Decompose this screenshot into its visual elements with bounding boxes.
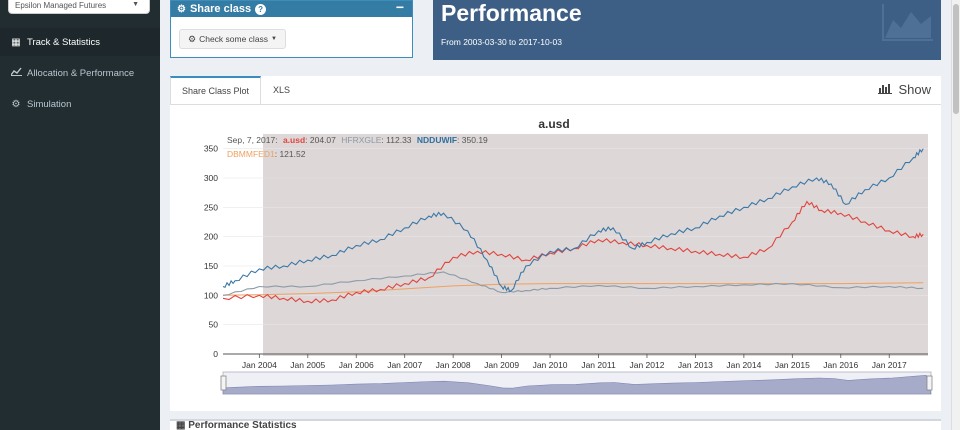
series-line-ndduwif xyxy=(222,148,924,293)
y-tick-label: 100 xyxy=(204,290,218,300)
fund-select[interactable]: Epsilon Managed Futures ▼ xyxy=(8,0,150,14)
caret-down-icon: ▼ xyxy=(271,36,277,42)
selected-range-shading xyxy=(263,134,928,356)
sidebar-item-label: Track & Statistics xyxy=(27,36,101,48)
tooltip-line-2: DBMMFED1: 121.52 xyxy=(227,149,306,159)
x-tick-label: Jan 2011 xyxy=(581,360,616,370)
line-chart-icon xyxy=(9,67,22,79)
share-class-plot-panel: Share Class Plot XLS Show a.usd 0 50 100 15… xyxy=(170,76,941,411)
check-class-label: Check some class xyxy=(199,34,269,44)
performance-header: Performance From 2003-03-30 to 2017-10-0… xyxy=(433,0,941,60)
sidebar-item-label: Simulation xyxy=(27,98,72,110)
area-chart-icon xyxy=(882,4,933,41)
range-selector-minichart xyxy=(222,374,932,395)
performance-statistics-box: ▦ Performance Statistics xyxy=(170,419,941,430)
range-selector[interactable] xyxy=(220,371,933,395)
bar-chart-icon xyxy=(878,83,893,97)
chart-title: a.usd xyxy=(538,117,569,131)
x-axis: Jan 2004 Jan 2005 Jan 2006 Jan 2007 Jan 2008… xyxy=(242,354,907,370)
series-line-a-usd xyxy=(222,200,924,304)
range-handle-left[interactable] xyxy=(220,375,227,391)
sidebar: Epsilon Managed Futures ▼ ▦ Track & Stat… xyxy=(0,0,160,430)
y-tick-label: 0 xyxy=(213,349,218,359)
x-tick-label: Jan 2007 xyxy=(387,360,422,370)
sidebar-item-label: Allocation & Performance xyxy=(27,67,135,79)
share-class-header: ⚙ Share class ? − xyxy=(171,0,412,17)
caret-down-icon: ▼ xyxy=(132,1,139,8)
y-tick-label: 50 xyxy=(209,320,219,330)
check-class-dropdown-button[interactable]: ⚙ Check some class ▼ xyxy=(179,29,286,49)
tab-label: XLS xyxy=(273,85,291,95)
y-tick-label: 150 xyxy=(204,261,218,271)
table-icon: ▦ xyxy=(176,420,189,430)
table-icon: ▦ xyxy=(11,36,21,48)
tab-share-class-plot[interactable]: Share Class Plot xyxy=(170,76,262,104)
y-axis: 0 50 100 150 200 250 300 350 xyxy=(204,144,218,359)
gears-icon: ⚙ xyxy=(11,98,21,110)
show-toggle[interactable]: Show xyxy=(878,82,931,97)
tooltip-value-hfrxgle: 112.33 xyxy=(386,135,412,145)
gear-icon: ⚙ xyxy=(188,33,197,44)
x-tick-label: Jan 2014 xyxy=(726,360,761,370)
x-tick-label: Jan 2010 xyxy=(533,360,568,370)
gear-icon: ⚙ xyxy=(177,3,186,15)
x-tick-label: Jan 2015 xyxy=(775,360,810,370)
tooltip-date: Sep, 7, 2017: xyxy=(227,135,278,145)
tooltip-value-ndduwif: 350.19 xyxy=(462,135,488,145)
page-scrollbar[interactable] xyxy=(951,0,960,430)
tooltip-name-ndduwif: NDDUWIF xyxy=(417,135,457,145)
y-tick-label: 250 xyxy=(204,202,218,212)
tab-divider xyxy=(170,104,941,105)
question-icon[interactable]: ? xyxy=(255,3,267,15)
x-tick-label: Jan 2016 xyxy=(823,360,858,370)
minichart-area xyxy=(222,374,932,395)
performance-date-range: From 2003-03-30 to 2017-10-03 xyxy=(441,37,562,47)
share-class-title: Share class xyxy=(189,3,252,15)
tab-xls[interactable]: XLS xyxy=(262,76,301,104)
x-tick-label: Jan 2008 xyxy=(436,360,471,370)
tooltip-value-a-usd: 204.07 xyxy=(310,135,336,145)
sidebar-item-simulation[interactable]: ⚙ Simulation xyxy=(0,90,160,118)
sidebar-item-track-statistics[interactable]: ▦ Track & Statistics xyxy=(0,28,160,56)
y-tick-label: 300 xyxy=(204,173,218,183)
x-tick-label: Jan 2012 xyxy=(629,360,664,370)
tooltip-name-hfrxgle: HFRXGLE xyxy=(341,135,381,145)
x-tick-label: Jan 2004 xyxy=(242,360,277,370)
series-lines xyxy=(222,148,924,304)
tooltip-name-a-usd: a.usd xyxy=(283,135,305,145)
x-tick-label: Jan 2009 xyxy=(484,360,519,370)
x-tick-label: Jan 2005 xyxy=(290,360,325,370)
y-tick-label: 350 xyxy=(204,144,218,154)
tooltip-line-1: Sep, 7, 2017: a.usd: 204.07 HFRXGLE: 112… xyxy=(227,135,488,145)
sidebar-item-allocation-performance[interactable]: Allocation & Performance xyxy=(0,59,160,87)
collapse-icon[interactable]: − xyxy=(395,0,404,15)
x-tick-label: Jan 2017 xyxy=(872,360,907,370)
tooltip-name-dbmmfed1: DBMMFED1 xyxy=(227,149,275,159)
y-tick-label: 200 xyxy=(204,232,218,242)
series-line-hfrxgle xyxy=(222,271,924,296)
x-tick-label: Jan 2013 xyxy=(678,360,713,370)
tab-label: Share Class Plot xyxy=(182,86,250,96)
show-label: Show xyxy=(898,82,931,97)
tooltip-value-dbmmfed1: 121.52 xyxy=(279,149,305,159)
fund-select-value: Epsilon Managed Futures xyxy=(15,1,107,10)
scrollbar-thumb[interactable] xyxy=(953,4,959,114)
performance-title: Performance xyxy=(441,0,582,26)
range-handle-right[interactable] xyxy=(926,375,933,391)
legend-tooltip: Sep, 7, 2017: a.usd: 204.07 HFRXGLE: 112… xyxy=(227,135,488,159)
performance-statistics-title: Performance Statistics xyxy=(188,420,297,430)
share-class-box: ⚙ Share class ? − ⚙ Check some class ▼ xyxy=(170,0,413,58)
x-tick-label: Jan 2006 xyxy=(339,360,374,370)
